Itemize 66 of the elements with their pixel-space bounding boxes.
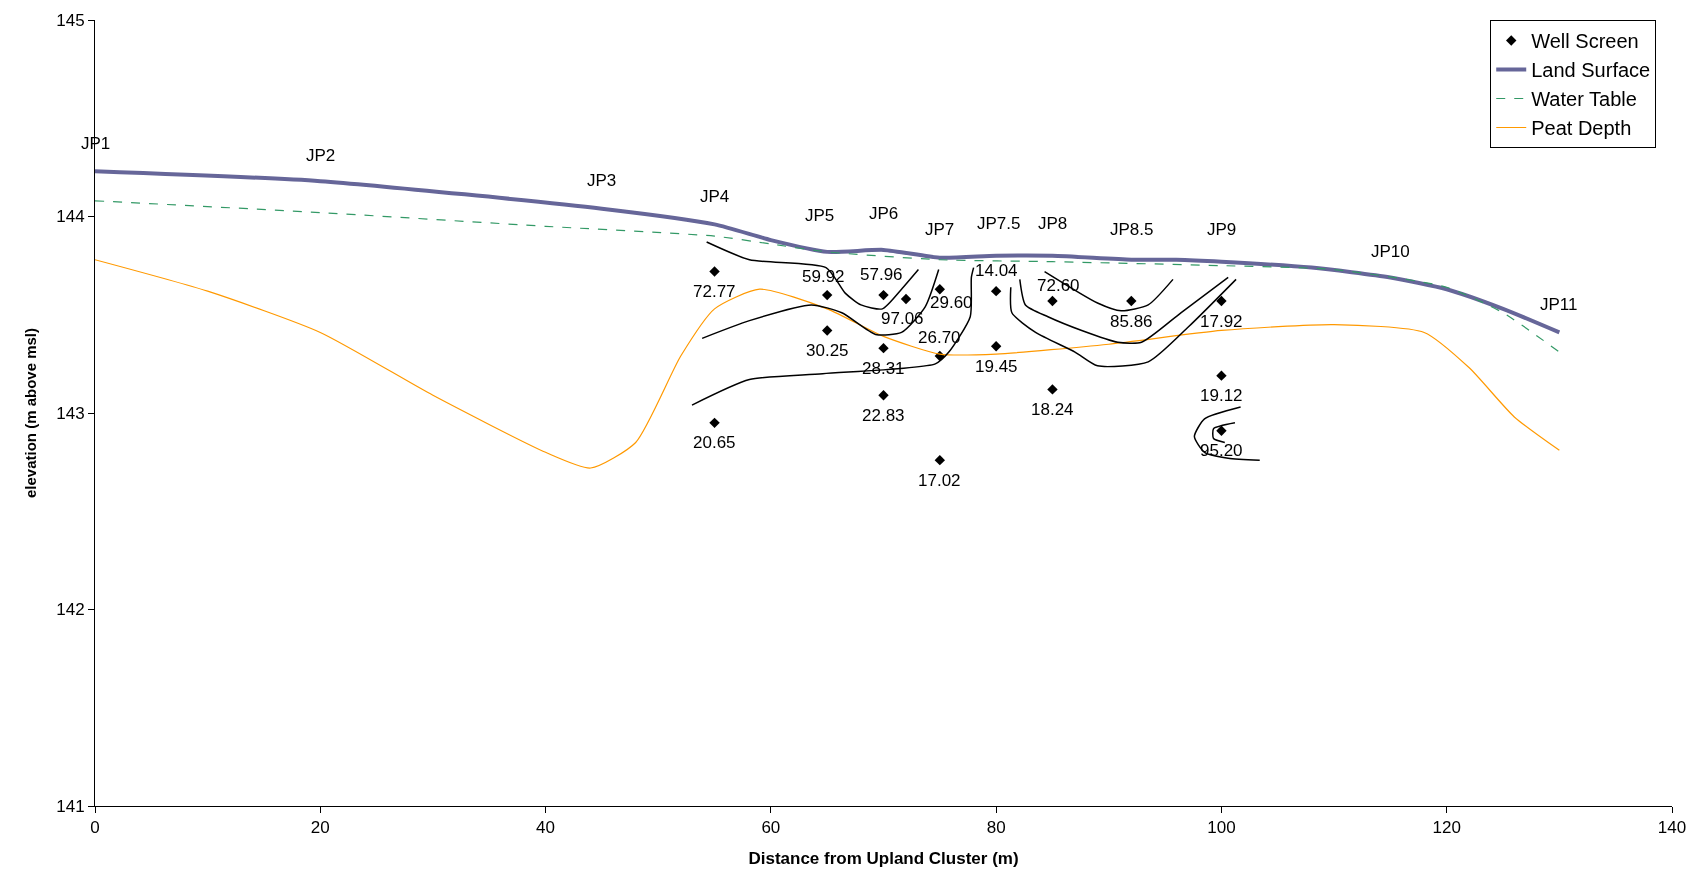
point [878,289,889,301]
x-axis-title: Distance from Upland Cluster (m) [748,848,1019,868]
point [1216,370,1227,381]
annotation: 85.86 [1110,312,1153,331]
x-tick-label: 0 [90,818,100,838]
line-series [1193,406,1261,461]
legend-label: Well Screen [1531,30,1639,53]
x-tick-label: 20 [310,818,330,838]
annotation: JP7.5 [977,214,1021,233]
point [1126,295,1137,307]
annotation: JP4 [700,187,730,206]
annotation: JP10 [1371,242,1410,261]
point [821,325,833,336]
line-series [1212,422,1236,444]
annotation: 30.25 [806,341,849,360]
y-tick-label: 142 [56,600,85,620]
annotation: 14.04 [975,261,1018,280]
legend-label: Water Table [1531,88,1637,111]
annotation: JP8.5 [1110,220,1154,239]
legend-label: Peat Depth [1531,117,1632,140]
point [821,289,833,301]
point [934,454,946,466]
y-axis-title: elevation (m above msl) [22,327,40,499]
annotation: JP8 [1038,214,1068,233]
x-tick-label: 80 [986,818,1006,838]
point [900,293,912,305]
line-series [691,266,975,406]
x-tick-label: 60 [761,818,781,838]
point [1216,295,1227,307]
annotation: 72.77 [693,282,736,301]
y-tick-label: 143 [56,403,85,423]
annotation: JP7 [925,220,955,239]
y-tick-label: 141 [56,796,85,816]
annotation: JP11 [1540,295,1578,314]
annotation: JP3 [587,171,617,190]
annotation: JP6 [869,204,899,223]
annotation: 18.24 [1031,400,1074,419]
annotation: JP5 [805,206,835,225]
x-tick-label: 100 [1207,818,1236,838]
annotation: 17.92 [1200,312,1243,331]
point [1047,295,1058,307]
annotation: JP2 [306,146,336,165]
annotation: 95.20 [1200,441,1243,460]
annotation: JP9 [1207,220,1237,239]
point [934,284,946,295]
annotation: 19.12 [1200,386,1243,405]
x-tick-label: 120 [1432,818,1461,838]
point [990,340,1002,352]
y-tick-label: 145 [56,10,85,30]
point [1047,384,1058,395]
legend-label: Land Surface [1531,59,1651,82]
annotation: 17.02 [918,471,961,490]
point [709,266,720,277]
annotation: 57.96 [860,265,903,284]
annotation: 20.65 [693,433,736,452]
point [878,342,889,354]
annotation: 22.83 [862,406,905,425]
x-tick-label: 140 [1657,818,1687,838]
y-tick-label: 144 [56,207,85,227]
annotation: 26.70 [918,328,961,347]
x-tick-label: 40 [536,818,556,838]
point [709,417,720,429]
point [990,285,1002,297]
annotation: 19.45 [975,357,1018,376]
annotation: 29.60 [930,293,973,312]
point [878,390,889,401]
